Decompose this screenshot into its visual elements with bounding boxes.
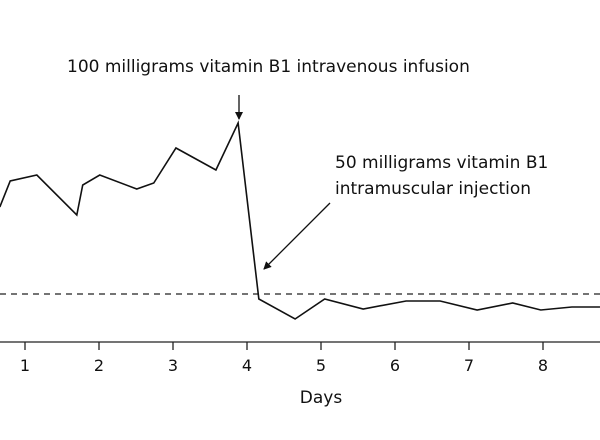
x-tick-label: 4 [242, 356, 252, 375]
x-axis-label: Days [300, 388, 343, 408]
x-tick-label: 1 [20, 356, 30, 375]
annotation-iv-infusion: 100 milligrams vitamin B1 intravenous in… [67, 57, 470, 77]
x-tick-label: 5 [316, 356, 326, 375]
x-tick-label: 6 [390, 356, 400, 375]
x-tick-label: 8 [538, 356, 548, 375]
annotation-im-injection-line1: 50 milligrams vitamin B1 [335, 153, 548, 173]
x-tick-label: 2 [94, 356, 104, 375]
x-tick-label: 3 [168, 356, 178, 375]
arrow-im-injection [263, 202, 331, 270]
x-tick-label: 7 [464, 356, 474, 375]
annotation-im-injection-line2: intramuscular injection [335, 179, 531, 199]
series-line [0, 120, 600, 320]
